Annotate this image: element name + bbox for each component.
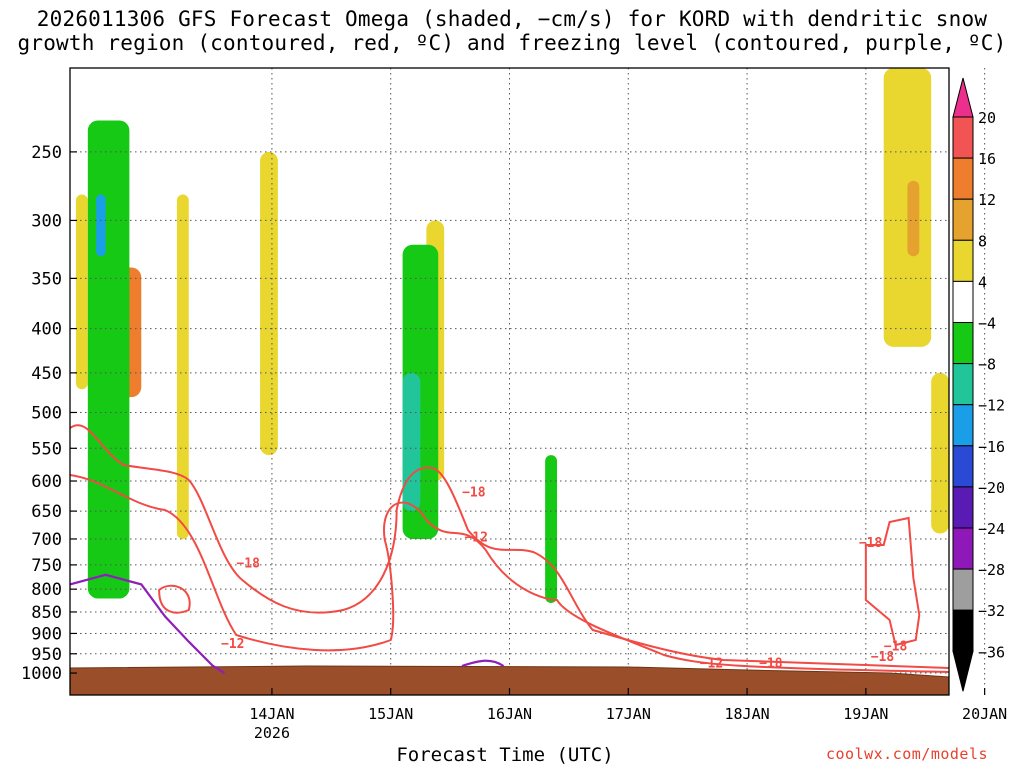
- colorbar-bin: [952, 157, 974, 200]
- dgz-contour-label: −18: [236, 556, 260, 571]
- dgz-contour-line: [158, 584, 191, 614]
- dgz-contour-label: −12: [464, 531, 487, 546]
- dgz-contour-label: −18: [871, 650, 895, 665]
- freezing-level-line: [461, 659, 505, 668]
- y-tick-label: 300: [31, 211, 62, 231]
- freezing-level-line: [70, 573, 225, 675]
- omega-region: [931, 372, 949, 534]
- x-tick-label: 19JAN: [843, 705, 888, 723]
- omega-shading: [75, 68, 949, 604]
- omega-region: [907, 180, 920, 257]
- dgz-contour-line: [864, 516, 921, 647]
- colorbar-label: 16: [978, 150, 996, 168]
- y-tick-label: 600: [31, 472, 62, 492]
- colorbar-bin: [952, 322, 974, 365]
- y-tick-label: 850: [31, 603, 62, 623]
- omega-region: [96, 194, 106, 257]
- dgz-contour-line: [70, 474, 949, 673]
- colorbar-label: −28: [978, 561, 1005, 579]
- x-tick-label: 17JAN: [606, 705, 651, 723]
- colorbar-label: −32: [978, 602, 1005, 620]
- site-credit[interactable]: coolwx.com/models: [826, 745, 989, 763]
- chart-title-line-1: 2026011306 GFS Forecast Omega (shaded, −…: [36, 7, 988, 31]
- colorbar-label: 4: [978, 273, 987, 291]
- omega-region: [545, 455, 558, 604]
- x-tick-label: 14JAN: [249, 705, 294, 723]
- colorbar-label: 20: [978, 109, 996, 127]
- omega-region: [75, 194, 88, 390]
- y-tick-label: 950: [31, 645, 62, 665]
- colorbar-label: −12: [978, 397, 1005, 415]
- omega-region: [176, 194, 189, 539]
- colorbar-label: −16: [978, 438, 1005, 456]
- dgz-contour-label: −18: [884, 640, 908, 655]
- colorbar-bin: [952, 116, 974, 159]
- y-tick-label: 450: [31, 364, 62, 384]
- y-tick-label: 1000: [21, 664, 62, 684]
- x-tick-label: 16JAN: [487, 705, 532, 723]
- y-tick-label: 700: [31, 530, 62, 550]
- dgz-contour-label: −18: [859, 536, 883, 551]
- y-tick-label: 250: [31, 143, 62, 163]
- y-tick-label: 500: [31, 403, 62, 423]
- y-axis-ticks: 2503003504004505005506006507007508008509…: [21, 143, 77, 684]
- colorbar-label: −24: [978, 520, 1005, 538]
- y-tick-label: 650: [31, 502, 62, 522]
- colorbar-bin: [952, 609, 974, 652]
- x-tick-label: 18JAN: [724, 705, 769, 723]
- colorbar-legend: 20 16 12 8 4 −4 −8 −12 −16 −20 −24 −28 −32 −36: [952, 77, 1005, 692]
- grid-lines: [70, 68, 986, 695]
- dgz-contour-label: −12: [700, 656, 723, 671]
- y-tick-label: 350: [31, 269, 62, 289]
- dgz-contour-label: −18: [462, 485, 486, 500]
- colorbar-bin: [952, 568, 974, 611]
- dgz-contour-labels: −18−12−18−12−12 −18−18−18−18: [221, 485, 907, 671]
- x-tick-sublabel: 2026: [254, 724, 290, 742]
- dgz-contours: [70, 424, 949, 673]
- colorbar-bin: [952, 527, 974, 570]
- y-tick-label: 400: [31, 320, 62, 340]
- omega-region: [402, 372, 421, 512]
- colorbar-top-arrow: [952, 77, 974, 118]
- plot-frame: [69, 67, 950, 696]
- x-axis-title: Forecast Time (UTC): [396, 744, 614, 766]
- y-tick-label: 900: [31, 624, 62, 644]
- colorbar-bin: [952, 280, 974, 323]
- y-tick-label: 550: [31, 439, 62, 459]
- y-tick-label: 750: [31, 556, 62, 576]
- colorbar-label: −8: [978, 356, 996, 374]
- colorbar-bin: [952, 239, 974, 282]
- colorbar-bin: [952, 198, 974, 241]
- colorbar-bin: [952, 363, 974, 406]
- omega-region: [260, 151, 278, 456]
- colorbar-label: −36: [978, 643, 1005, 661]
- colorbar-label: −20: [978, 479, 1005, 497]
- dgz-contour-label: −18: [759, 656, 783, 671]
- x-tick-label: 20JAN: [962, 705, 1007, 723]
- freezing-level-contour: [70, 573, 505, 675]
- dgz-contour-line: [70, 424, 949, 669]
- colorbar-label: 12: [978, 191, 996, 209]
- y-tick-label: 800: [31, 580, 62, 600]
- colorbar-bottom-arrow: [952, 650, 974, 692]
- colorbar-label: −4: [978, 315, 996, 333]
- colorbar-bin: [952, 445, 974, 488]
- colorbar-bin: [952, 404, 974, 447]
- colorbar-label: 8: [978, 232, 987, 250]
- colorbar-bin: [952, 486, 974, 529]
- x-tick-label: 15JAN: [368, 705, 413, 723]
- omega-region: [87, 120, 130, 599]
- chart-title-line-2: growth region (contoured, red, ºC) and f…: [17, 31, 1007, 55]
- dgz-contour-label: −12: [221, 637, 244, 652]
